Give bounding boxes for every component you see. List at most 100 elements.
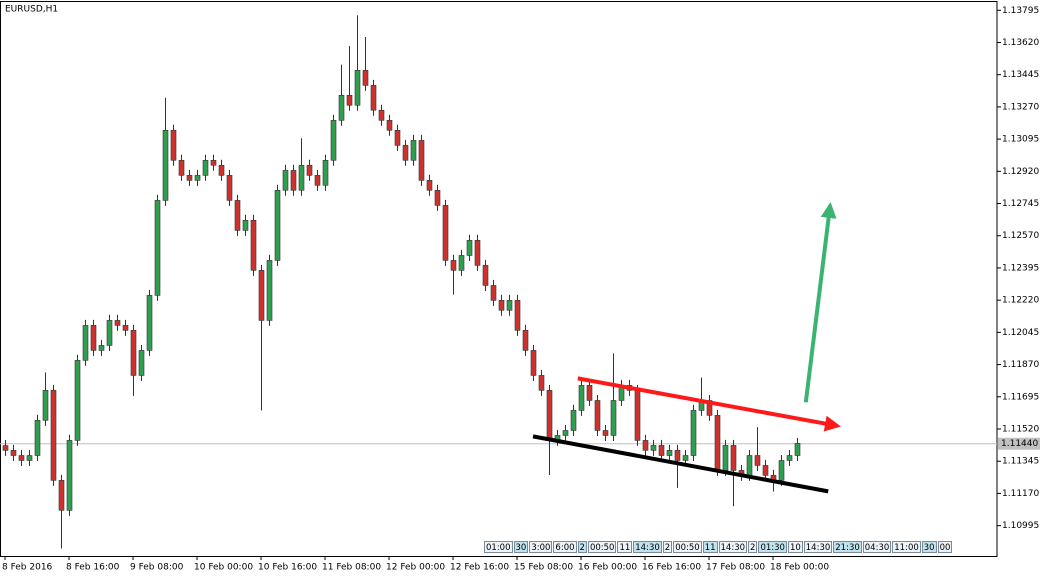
candle-body (666, 450, 673, 456)
candle-body (202, 159, 209, 176)
y-tick-label: 1.13620 (1002, 38, 1039, 48)
candle-body (634, 390, 641, 441)
candle-body (474, 240, 481, 266)
candle-body (466, 240, 473, 256)
candle-body (90, 325, 97, 351)
session-label: 2 (662, 541, 673, 553)
candle-body (754, 455, 761, 466)
candle-body (82, 325, 89, 361)
last-price-box (998, 437, 1040, 450)
candle-body (282, 170, 289, 191)
y-tick-label: 1.11695 (1002, 392, 1039, 402)
candle-body (66, 440, 73, 511)
y-tick-label: 1.12745 (1002, 199, 1039, 209)
candle-body (338, 95, 345, 121)
candle-body (258, 270, 265, 321)
session-label: 30 (921, 541, 937, 553)
candle-body (346, 95, 353, 106)
x-tick-label: 10 Feb 16:00 (258, 563, 317, 573)
candle-body (178, 159, 185, 176)
last-price-label: 1.11440 (1001, 439, 1038, 449)
candle-body (530, 350, 537, 376)
y-tick-label: 1.12570 (1002, 231, 1039, 241)
candle-body (122, 325, 129, 331)
y-tick-label: 1.12045 (1002, 328, 1039, 338)
candle-body (154, 200, 161, 296)
x-tick-label: 15 Feb 08:00 (514, 563, 573, 573)
session-label: 01:00 (484, 541, 513, 553)
candle-body (714, 415, 721, 471)
y-tick-label: 1.12220 (1002, 296, 1039, 306)
candle-body (322, 159, 329, 186)
candle-body (370, 85, 377, 111)
y-tick-label: 1.11170 (1002, 489, 1039, 499)
candle-body (434, 189, 441, 206)
x-tick-label: 10 Feb 00:00 (194, 563, 253, 573)
candle-body (682, 455, 689, 461)
candle-body (250, 219, 257, 271)
candle-body (578, 385, 585, 411)
x-tick-label: 8 Feb 16:00 (66, 563, 120, 573)
candle-body (130, 330, 137, 376)
candle-body (650, 445, 657, 451)
candle-body (290, 170, 297, 191)
chart-title: EURUSD,H1 (5, 5, 58, 15)
candle-body (722, 445, 729, 471)
candle-body (514, 300, 521, 331)
session-label: 21:30 (833, 541, 862, 553)
session-label: 00 (937, 541, 953, 553)
candle-body (226, 175, 233, 201)
x-tick-label: 12 Feb 00:00 (386, 563, 445, 573)
trend-line (577, 376, 841, 432)
session-label: 00:50 (673, 541, 702, 553)
candle-body (658, 445, 665, 456)
candle-body (242, 219, 249, 231)
candle-body (330, 120, 337, 161)
candle-body (402, 145, 409, 161)
trend-line (803, 201, 837, 403)
candle-body (482, 265, 489, 286)
candle-body (138, 350, 145, 376)
candle-body (778, 460, 785, 481)
candle-body (162, 129, 169, 201)
candle-body (418, 140, 425, 181)
candle-body (562, 430, 569, 436)
session-label: 04:30 (862, 541, 892, 553)
session-label: 14:30 (718, 541, 748, 553)
session-label: 30 (513, 541, 529, 553)
session-bar: 01:00 30 3:00 6:00 2 00:50 11 14:30 2 00:50 11 14:3… (484, 541, 953, 553)
session-label: 14:30 (633, 541, 662, 553)
x-tick-label: 16 Feb 00:00 (578, 563, 637, 573)
x-tick-label: 12 Feb 16:00 (450, 563, 509, 573)
candle-body (306, 164, 313, 176)
session-label: 2 (577, 541, 587, 553)
candle-body (746, 455, 753, 476)
candle-body (490, 285, 497, 301)
candle-body (498, 300, 505, 311)
candle-body (26, 455, 33, 461)
session-label: 00:50 (587, 541, 617, 553)
candle-body (546, 390, 553, 441)
session-label: 11 (617, 541, 633, 553)
candle-body (786, 455, 793, 461)
candle-body (106, 320, 113, 346)
y-tick-label: 1.12395 (1002, 263, 1039, 273)
candle-body (674, 450, 681, 461)
x-tick-label: 9 Feb 08:00 (130, 563, 184, 573)
y-tick-label: 1.13795 (1002, 6, 1039, 16)
y-tick-label: 1.11870 (1002, 360, 1039, 370)
x-tick-label: 17 Feb 08:00 (706, 563, 765, 573)
candle-body (314, 175, 321, 186)
candle-body (34, 420, 41, 456)
candle-body (74, 360, 81, 441)
candle-body (194, 175, 201, 181)
candle-body (298, 164, 305, 191)
session-label: 14:30 (803, 541, 833, 553)
candle-body (218, 164, 225, 176)
candle-body (378, 109, 385, 121)
candle-body (386, 120, 393, 131)
plot-frame (0, 1, 998, 557)
candle-body (794, 443, 801, 456)
